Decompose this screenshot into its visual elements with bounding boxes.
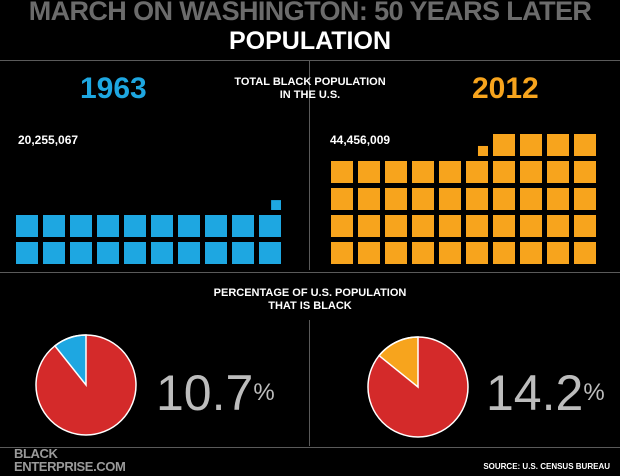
section-title: POPULATION [228,27,392,55]
population-unit-2012-42 [520,134,542,156]
population-unit-2012-38 [358,161,380,183]
population-unit-1963-19 [16,215,38,237]
population-count-2012: 44,456,009 [330,133,391,147]
population-unit-2012-44 [477,145,488,156]
population-unit-1963-13 [178,215,200,237]
page-header-title: MARCH ON WASHINGTON: 50 YEARS LATER [28,0,592,26]
population-unit-1963-7 [70,242,92,264]
population-unit-2012-29 [331,188,353,210]
population-unit-2012-26 [412,188,434,210]
population-unit-2012-8 [358,242,380,264]
logo-line2: ENTERPRISE.COM [14,459,126,474]
population-unit-2012-16 [412,215,434,237]
population-unit-2012-6 [412,242,434,264]
population-unit-2012-12 [520,215,542,237]
percentage-value-2012: 14.2% [486,367,605,419]
percentage-caption: PERCENTAGE OF U.S. POPULATION THAT IS BL… [180,287,440,313]
population-caption: TOTAL BLACK POPULATION IN THE U.S. [210,76,410,102]
population-unit-2012-19 [331,215,353,237]
population-unit-2012-0 [574,242,596,264]
population-unit-1963-17 [70,215,92,237]
population-unit-2012-35 [439,161,461,183]
population-unit-2012-5 [439,242,461,264]
logo-line1: BLACK [14,446,58,461]
percentage-number-2012: 14.2 [486,365,584,421]
population-unit-1963-3 [178,242,200,264]
divider-vertical-top [309,60,310,270]
population-unit-2012-2 [520,242,542,264]
population-unit-2012-1 [547,242,569,264]
population-unit-2012-15 [439,215,461,237]
population-unit-2012-20 [574,188,596,210]
population-unit-1963-8 [43,242,65,264]
population-unit-2012-4 [466,242,488,264]
percent-sign-2012: % [583,379,605,406]
pie-outline-1963 [35,334,137,436]
percentage-caption-line2: THAT IS BLACK [268,300,352,312]
year-label-2012: 2012 [472,72,539,105]
population-unit-1963-2 [205,242,227,264]
brand-logo: BLACK ENTERPRISE.COM [14,446,126,474]
population-unit-2012-18 [358,215,380,237]
population-unit-2012-32 [520,161,542,183]
population-unit-2012-33 [493,161,515,183]
population-unit-2012-21 [547,188,569,210]
divider-middle [0,272,620,273]
population-unit-2012-25 [439,188,461,210]
divider-bottom [0,447,620,448]
percentage-value-1963: 10.7% [156,367,275,419]
population-caption-line1: TOTAL BLACK POPULATION [234,76,386,88]
population-unit-1963-16 [97,215,119,237]
population-unit-1963-9 [16,242,38,264]
population-unit-1963-5 [124,242,146,264]
population-count-1963: 20,255,067 [18,133,79,147]
population-unit-1963-4 [151,242,173,264]
population-unit-2012-30 [574,161,596,183]
population-unit-1963-15 [124,215,146,237]
population-caption-line2: IN THE U.S. [279,89,341,101]
divider-top [0,60,620,61]
pie-outline-2012 [367,336,469,438]
population-unit-2012-41 [547,134,569,156]
population-unit-2012-40 [574,134,596,156]
percent-sign-1963: % [253,379,275,406]
population-unit-2012-3 [493,242,515,264]
year-label-1963: 1963 [80,72,147,105]
population-unit-2012-13 [493,215,515,237]
population-unit-1963-0 [259,242,281,264]
population-unit-2012-31 [547,161,569,183]
population-unit-2012-24 [466,188,488,210]
population-unit-2012-43 [493,134,515,156]
population-unit-1963-1 [232,242,254,264]
population-unit-2012-36 [412,161,434,183]
population-unit-2012-11 [547,215,569,237]
population-unit-1963-6 [97,242,119,264]
population-unit-2012-23 [493,188,515,210]
population-unit-2012-10 [574,215,596,237]
population-unit-2012-14 [466,215,488,237]
population-unit-1963-12 [205,215,227,237]
population-unit-2012-37 [385,161,407,183]
population-unit-1963-20 [271,200,281,210]
population-unit-2012-27 [385,188,407,210]
population-unit-1963-10 [259,215,281,237]
population-unit-2012-17 [385,215,407,237]
population-unit-1963-18 [43,215,65,237]
population-unit-1963-14 [151,215,173,237]
population-unit-2012-34 [466,161,488,183]
population-unit-2012-9 [331,242,353,264]
population-unit-2012-28 [358,188,380,210]
percentage-caption-line1: PERCENTAGE OF U.S. POPULATION [213,287,407,299]
population-unit-2012-39 [331,161,353,183]
percentage-number-1963: 10.7 [156,365,254,421]
source-credit: SOURCE: U.S. CENSUS BUREAU [483,462,610,471]
population-unit-2012-22 [520,188,542,210]
population-unit-2012-7 [385,242,407,264]
population-unit-1963-11 [232,215,254,237]
divider-vertical-bottom [309,320,310,446]
